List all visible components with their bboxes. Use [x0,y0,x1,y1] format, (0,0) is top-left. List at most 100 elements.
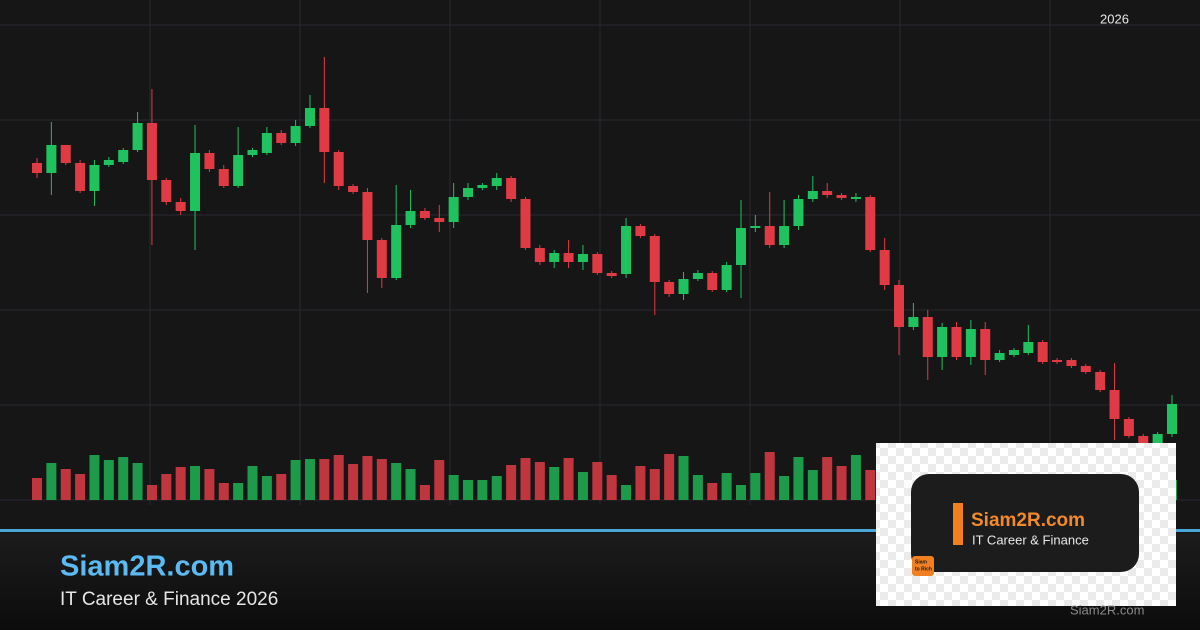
candle-body [32,163,42,173]
banner-title: Siam2R.com [60,551,234,583]
banner-subtitle: IT Career & Finance 2026 [60,589,278,610]
candle-body [908,317,919,327]
volume-bar [175,467,186,500]
candle-body [937,327,948,357]
volume-bar [592,462,603,500]
volume-bar [606,475,617,500]
volume-bar [376,459,387,500]
candle-body [807,191,818,199]
candle-body [606,273,617,276]
candle-body [146,123,157,180]
candle-body [1008,350,1019,355]
candle-body [707,273,718,290]
volume-bar [664,454,675,500]
volume-bar [649,469,660,500]
volume-bar [32,478,42,500]
card-accent [953,503,963,545]
candle-body [980,329,991,360]
volume-bar [348,464,359,500]
volume-bar [218,483,229,500]
candle-body [793,199,804,226]
volume-bar [678,456,689,500]
divider [0,529,1200,532]
candle-body [951,327,962,357]
volume-bar [520,458,531,500]
candle-body [836,195,847,198]
candle-body [750,226,761,228]
volume-bar [836,466,847,500]
candle-body [1152,434,1163,445]
candle-body [304,108,315,126]
volume-bar [290,460,301,500]
volume-bar [405,469,416,500]
volume-bar [60,469,71,500]
logo-card: Siam2R.com IT Career & Finance Siam to R… [876,443,1176,606]
candle-body [1080,366,1091,372]
candle-body [922,317,933,357]
candle-body [621,226,632,274]
candle-body [132,123,143,150]
volume-bar [822,457,833,500]
candle-body [89,165,100,191]
candle-body [894,285,905,327]
volume-bar [721,473,732,500]
volume-bar [707,483,718,500]
volume-bar [750,473,761,500]
volume-bar [779,476,790,500]
candle-body [1066,360,1077,366]
candle-body [405,211,416,225]
candle-body [1138,436,1149,445]
candle-body [549,253,560,262]
volume-bar [419,485,430,500]
volume-bar [692,475,703,500]
candle-body [994,353,1005,360]
candle-body [1123,419,1134,436]
volume-bar [448,475,459,500]
candle-body [204,153,215,169]
candle-body [520,199,531,248]
candle-body [563,253,574,262]
grid [0,0,1200,505]
candle-body [419,211,430,218]
volume-bar [118,457,129,500]
volume-bar [261,476,272,500]
candle-body [592,254,603,273]
candle-body [664,282,675,294]
candle-body [692,273,703,279]
candle-body [60,145,71,163]
candle-body [1052,360,1063,362]
candle-body [491,178,502,186]
volume-bar [635,466,646,500]
volume-bar [190,466,201,500]
volume-bar [549,467,560,500]
volume-bar [434,460,445,500]
candle-body [721,265,732,290]
candle-body [1167,404,1177,434]
badge-text: Siam [915,559,928,565]
volume-bar [233,483,244,500]
volume-bar [333,455,344,500]
volume-bar [319,459,330,500]
period-label: 2026 [1100,11,1129,26]
candle-body [1037,342,1048,362]
volume-bar [146,485,157,500]
candle-body [822,191,833,195]
volume-bar [161,474,172,500]
card-badge [912,556,934,576]
volume-bar [534,462,545,500]
candle-body [103,160,114,165]
candle-body [735,228,746,265]
candle-body [1023,342,1034,353]
volume-bar [132,463,143,500]
candle-body [161,180,172,202]
candle-body [261,133,272,153]
candle-body [463,188,474,197]
candle-body [290,126,301,143]
candle-body [850,197,861,199]
volume-bar [506,465,517,500]
badge-text: to Rich [915,566,932,572]
candle-body [434,218,445,222]
candle-body [764,226,775,245]
